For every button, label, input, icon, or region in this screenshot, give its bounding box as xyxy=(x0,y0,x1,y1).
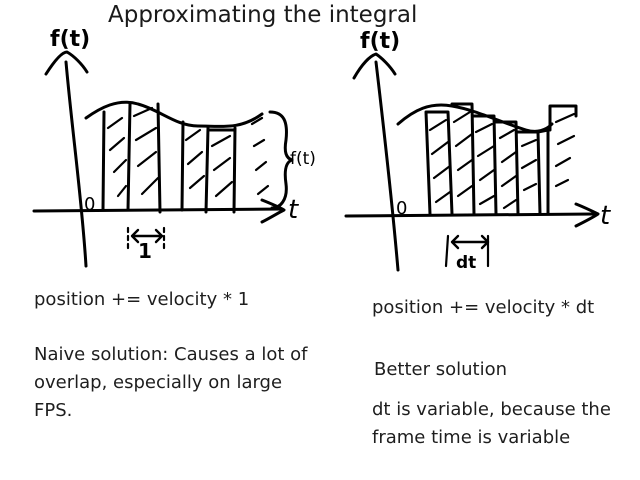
left-height-label: f(t) xyxy=(290,149,316,169)
left-graph xyxy=(32,50,294,268)
left-height-brace xyxy=(268,110,294,210)
left-origin-label: 0 xyxy=(84,194,95,215)
left-y-label: f(t) xyxy=(50,27,90,52)
right-x-label: t xyxy=(600,201,611,231)
right-y-axis xyxy=(374,60,400,272)
right-origin-label: 0 xyxy=(396,198,407,219)
left-caption-line-2: overlap, especially on large xyxy=(34,372,283,393)
left-caption-line-3: FPS. xyxy=(34,400,73,421)
left-step-arrow xyxy=(130,228,164,244)
right-x-axis xyxy=(344,212,596,218)
left-step-label: 1 xyxy=(138,239,152,263)
right-caption: Better solution xyxy=(374,359,508,380)
left-y-axis xyxy=(64,60,88,268)
right-step-label: dt xyxy=(456,253,476,273)
right-y-arrow xyxy=(352,52,397,80)
right-curve xyxy=(396,103,554,133)
left-x-axis xyxy=(32,207,284,213)
right-note-line-2: frame time is variable xyxy=(372,427,571,448)
left-caption-line-1: Naive solution: Causes a lot of xyxy=(34,344,308,365)
right-formula: position += velocity * dt xyxy=(372,297,595,318)
right-x-arrow xyxy=(574,202,600,228)
left-x-arrow xyxy=(260,198,286,224)
left-curve xyxy=(84,100,264,128)
right-step-arrow xyxy=(450,234,490,250)
right-graph xyxy=(344,52,600,272)
page-title: Approximating the integral xyxy=(108,2,418,28)
left-x-label: t xyxy=(288,195,299,225)
right-note-line-1: dt is variable, because the xyxy=(372,399,611,420)
right-y-label: f(t) xyxy=(360,29,400,54)
left-formula: position += velocity * 1 xyxy=(34,289,250,310)
left-y-arrow xyxy=(44,50,89,76)
